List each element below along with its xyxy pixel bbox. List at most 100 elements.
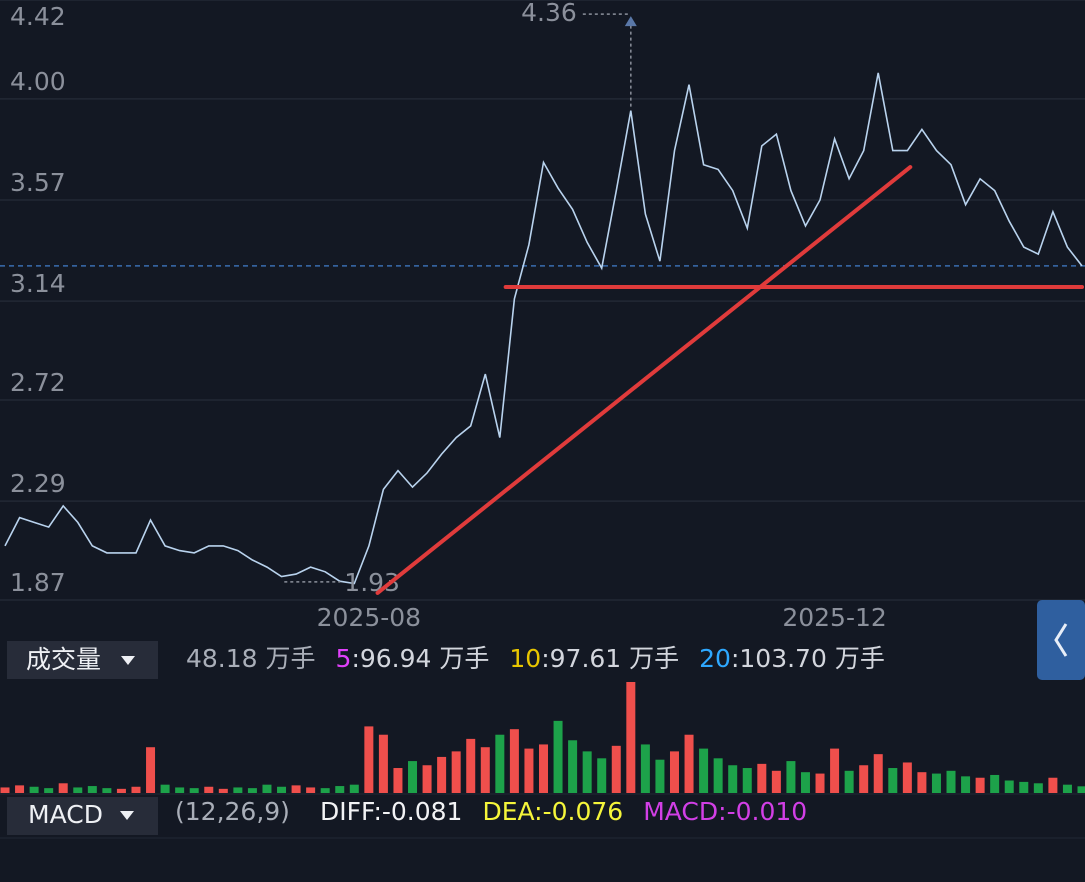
chevron-icon[interactable] [1054, 623, 1068, 657]
volume-bar [539, 744, 548, 793]
legend-value: :96.94 万手 [351, 644, 489, 673]
volume-bar [437, 756, 447, 793]
volume-bar [422, 765, 432, 793]
volume-bar [189, 788, 199, 793]
volume-bar [946, 770, 956, 793]
volume-bar [990, 774, 1000, 793]
y-tick-label: 4.42 [10, 2, 66, 31]
legend-period: 5 [336, 644, 352, 673]
dropdown-arrow [121, 656, 135, 665]
macd-title: MACD [28, 800, 103, 829]
volume-bar [116, 788, 126, 793]
volume-bar [29, 786, 39, 793]
volume-bar [553, 720, 563, 793]
volume-bar [58, 783, 68, 793]
volume-bar [975, 777, 985, 793]
volume-bar [582, 751, 592, 793]
volume-bar [669, 751, 679, 793]
y-tick-label: 2.72 [10, 368, 66, 397]
volume-bar [364, 726, 374, 793]
annotation-arrowhead [624, 16, 637, 27]
volume-bar [262, 784, 272, 793]
trend-line [375, 165, 913, 595]
volume-bar [306, 787, 316, 793]
volume-bar [131, 786, 141, 793]
macd-params: (12,26,9) [175, 797, 290, 826]
volume-bar [175, 787, 185, 793]
volume-bar [830, 748, 840, 793]
x-tick-label: 2025-08 [317, 603, 421, 632]
volume-bar [611, 745, 621, 793]
volume-bar [844, 770, 854, 793]
annotation-label: 4.36 [521, 0, 577, 27]
volume-bar [378, 734, 388, 793]
volume-title: 成交量 [26, 645, 101, 674]
volume-bar [247, 788, 257, 793]
macd-title-box [7, 797, 158, 835]
volume-bar [204, 786, 214, 793]
volume-bar [1019, 781, 1029, 793]
volume-bar [1004, 780, 1014, 793]
volume-bar [713, 758, 723, 793]
y-tick-label: 3.57 [10, 168, 66, 197]
volume-title-box [7, 641, 158, 679]
volume-bar [73, 787, 83, 793]
volume-bar [408, 761, 418, 793]
y-tick-label: 3.14 [10, 269, 66, 298]
y-tick-label: 2.29 [10, 469, 66, 498]
volume-bar [771, 770, 781, 793]
volume-legend: 48.18 万手 5:96.94 万手 10:97.61 万手 20:103.70 万… [186, 644, 885, 673]
macd-legend: DIFF:-0.081 DEA:-0.076 MACD:-0.010 [320, 797, 807, 826]
macd-value: DIFF:-0.081 [320, 797, 462, 826]
y-tick-label: 1.87 [10, 568, 66, 597]
volume-bar [451, 751, 461, 793]
volume-bar [873, 754, 883, 793]
volume-bar [568, 740, 578, 793]
volume-bar [44, 788, 54, 793]
volume-bar [466, 738, 476, 793]
macd-value: DEA:-0.076 [482, 797, 623, 826]
volume-bar [1062, 784, 1072, 793]
volume-bar [320, 788, 330, 793]
button-bg[interactable] [1037, 600, 1085, 680]
volume-bar [495, 734, 505, 793]
volume-bar [742, 768, 752, 793]
volume-bar [233, 787, 243, 793]
volume-bar [87, 786, 97, 793]
collapse-button[interactable] [1037, 600, 1085, 680]
legend-value: :97.61 万手 [541, 644, 679, 673]
volume-bar [917, 772, 927, 793]
volume-bar [102, 788, 112, 793]
volume-bar [349, 784, 359, 793]
volume-bar [786, 761, 796, 793]
volume-bar [509, 729, 519, 793]
volume-bar [335, 786, 345, 793]
volume-bar [597, 758, 607, 793]
volume-bar [480, 747, 490, 793]
volume-bar [800, 772, 810, 793]
volume-bar [815, 773, 825, 793]
volume-bar [640, 744, 650, 793]
volume-bar [218, 788, 228, 793]
x-tick-label: 2025-12 [782, 603, 886, 632]
volume-bar [728, 765, 738, 793]
volume-bar [277, 786, 287, 793]
y-tick-label: 4.00 [10, 67, 66, 96]
volume-bar [15, 785, 25, 793]
volume-bar [393, 768, 403, 793]
legend-period: 10 [509, 644, 541, 673]
volume-bar [1048, 777, 1058, 793]
volume-bar [0, 787, 10, 793]
volume-bar [699, 748, 709, 793]
macd-value: MACD:-0.010 [643, 797, 807, 826]
dropdown-arrow [120, 811, 134, 820]
legend-period: 20 [699, 644, 731, 673]
volume-bar [1033, 783, 1043, 793]
volume-bar [684, 734, 694, 793]
volume-bar [655, 759, 665, 793]
volume-bar [888, 768, 898, 793]
volume-bar [1077, 786, 1085, 793]
volume-bar [524, 748, 534, 793]
legend-value: :103.70 万手 [731, 644, 885, 673]
